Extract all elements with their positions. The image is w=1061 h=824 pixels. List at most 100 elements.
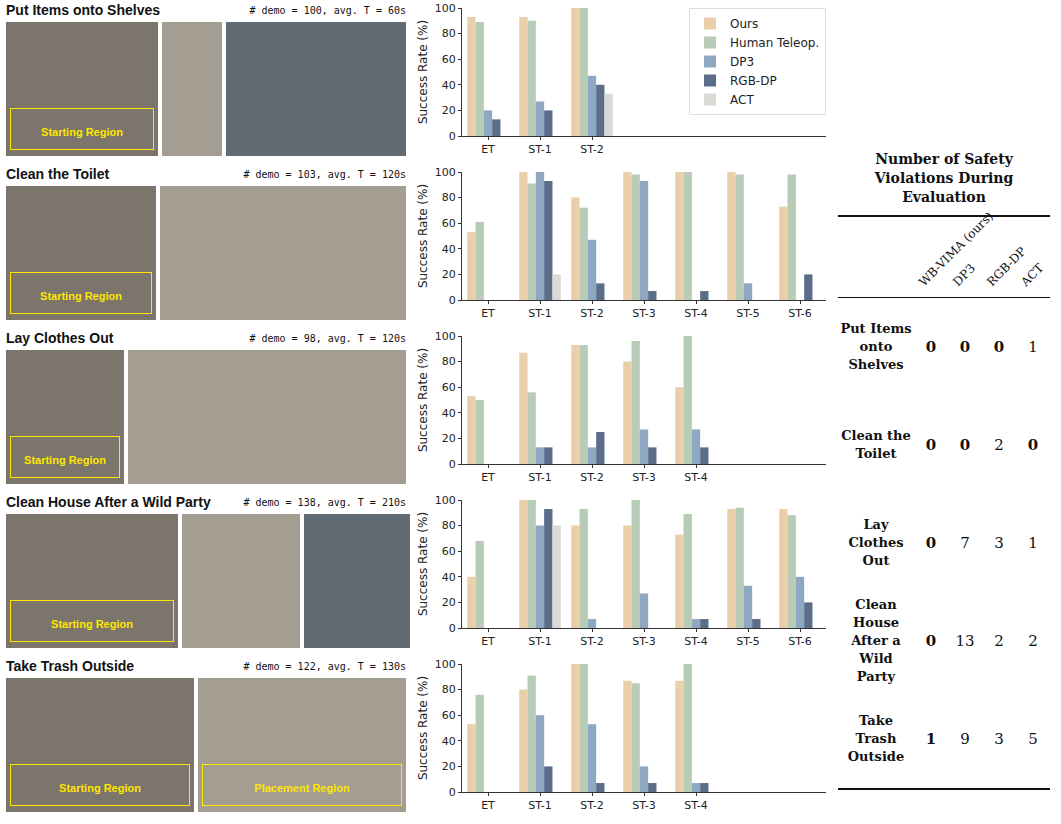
svg-text:ST-6: ST-6 (788, 635, 812, 648)
html-text:DP3: DP3 (950, 261, 978, 289)
svg-text:20: 20 (442, 268, 456, 281)
html-text:ACT: ACT (1018, 260, 1047, 289)
svg-text:ST-6: ST-6 (788, 307, 812, 320)
svg-text:60: 60 (442, 381, 456, 394)
svg-text:ET: ET (481, 471, 495, 484)
svg-text:ST-3: ST-3 (632, 307, 656, 320)
svg-text:ST-1: ST-1 (528, 799, 552, 812)
svg-text:80: 80 (442, 27, 456, 40)
html-text:# demo = 100, avg. T = 60s: # demo = 100, avg. T = 60s (249, 5, 406, 16)
svg-text:Success Rate (%): Success Rate (%) (416, 512, 430, 616)
html-text:Lay Clothes Out: Lay Clothes Out (6, 330, 114, 346)
html-text:# demo = 103, avg. T = 120s: # demo = 103, avg. T = 120s (243, 169, 406, 180)
svg-text:0: 0 (449, 786, 456, 799)
svg-text:60: 60 (442, 709, 456, 722)
svg-text:ST-4: ST-4 (684, 799, 708, 812)
svg-text:ST-1: ST-1 (528, 143, 552, 156)
svg-text:80: 80 (442, 683, 456, 696)
svg-text:40: 40 (442, 735, 456, 748)
html-text:Put Items onto Shelves: Put Items onto Shelves (840, 321, 912, 372)
html-text:Clean House After a Wild Party: Clean House After a Wild Party (851, 597, 901, 684)
svg-text:Success Rate (%): Success Rate (%) (416, 676, 430, 780)
html-text:0: 0 (925, 632, 937, 650)
svg-text:ST-3: ST-3 (632, 799, 656, 812)
html-text:0: 0 (925, 436, 937, 454)
html-text:Clean the Toilet: Clean the Toilet (6, 166, 110, 182)
svg-text:DP3: DP3 (730, 55, 754, 69)
svg-text:Human Teleop.: Human Teleop. (730, 36, 819, 50)
html-text:0: 0 (925, 534, 937, 552)
svg-text:40: 40 (442, 571, 456, 584)
svg-text:40: 40 (442, 407, 456, 420)
svg-text:0: 0 (449, 294, 456, 307)
html-text:Starting Region: Starting Region (41, 126, 123, 138)
svg-text:100: 100 (435, 166, 456, 179)
svg-text:ET: ET (481, 799, 495, 812)
html-text:1: 1 (925, 730, 937, 748)
svg-text:ACT: ACT (730, 93, 754, 107)
svg-text:Ours: Ours (730, 17, 758, 31)
svg-text:80: 80 (442, 355, 456, 368)
svg-text:80: 80 (442, 191, 456, 204)
html-text:Placement Region: Placement Region (254, 782, 350, 794)
html-text:Take Trash Outside: Take Trash Outside (847, 713, 905, 764)
svg-text:60: 60 (442, 545, 456, 558)
svg-text:ST-2: ST-2 (580, 307, 604, 320)
svg-text:100: 100 (435, 330, 456, 343)
svg-text:0: 0 (449, 458, 456, 471)
svg-text:100: 100 (435, 494, 456, 507)
svg-text:ST-2: ST-2 (580, 143, 604, 156)
svg-text:ET: ET (481, 307, 495, 320)
svg-text:ST-3: ST-3 (632, 471, 656, 484)
svg-text:80: 80 (442, 519, 456, 532)
svg-text:40: 40 (442, 79, 456, 92)
html-text:0: 0 (1027, 436, 1039, 454)
svg-text:ST-3: ST-3 (632, 635, 656, 648)
html-text:WB-VIMA (ours): WB-VIMA (ours) (916, 209, 996, 289)
svg-text:ST-2: ST-2 (580, 471, 604, 484)
html-text:0: 0 (993, 338, 1005, 356)
svg-text:Success Rate (%): Success Rate (%) (416, 20, 430, 124)
svg-text:20: 20 (442, 104, 456, 117)
svg-text:60: 60 (442, 217, 456, 230)
html-text:Clean House After a Wild Party: Clean House After a Wild Party (6, 494, 211, 510)
svg-text:40: 40 (442, 243, 456, 256)
svg-text:ET: ET (481, 635, 495, 648)
svg-text:ST-1: ST-1 (528, 635, 552, 648)
svg-text:100: 100 (435, 2, 456, 15)
html-text:0: 0 (959, 436, 971, 454)
html-text:Starting Region: Starting Region (51, 618, 133, 630)
html-text:0: 0 (959, 338, 971, 356)
svg-text:ST-4: ST-4 (684, 307, 708, 320)
html-text:Put Items onto Shelves: Put Items onto Shelves (6, 2, 160, 18)
svg-text:RGB-DP: RGB-DP (730, 74, 777, 88)
svg-text:20: 20 (442, 596, 456, 609)
svg-text:ST-1: ST-1 (528, 307, 552, 320)
svg-text:ET: ET (481, 143, 495, 156)
html-text:Starting Region: Starting Region (59, 782, 141, 794)
svg-text:ST-2: ST-2 (580, 635, 604, 648)
svg-text:ST-4: ST-4 (684, 635, 708, 648)
svg-text:ST-5: ST-5 (736, 307, 760, 320)
svg-text:0: 0 (449, 130, 456, 143)
svg-text:20: 20 (442, 760, 456, 773)
html-text:Lay Clothes Out: Lay Clothes Out (848, 517, 904, 568)
svg-text:ST-1: ST-1 (528, 471, 552, 484)
svg-text:0: 0 (449, 622, 456, 635)
svg-text:ST-4: ST-4 (684, 471, 708, 484)
html-text:Starting Region: Starting Region (24, 454, 106, 466)
svg-text:60: 60 (442, 53, 456, 66)
html-text:RGB-DP: RGB-DP (984, 244, 1029, 289)
html-text:Take Trash Outside: Take Trash Outside (6, 658, 135, 674)
html-text:Number of Safety Violations Du: Number of Safety Violations During Evalu… (874, 151, 1014, 205)
svg-text:ST-5: ST-5 (736, 635, 760, 648)
html-text:Starting Region: Starting Region (40, 290, 122, 302)
html-text:13: 13 (955, 632, 975, 650)
svg-text:ST-2: ST-2 (580, 799, 604, 812)
svg-text:Success Rate (%): Success Rate (%) (416, 184, 430, 288)
svg-text:100: 100 (435, 658, 456, 671)
svg-text:Success Rate (%): Success Rate (%) (416, 348, 430, 452)
html-text:Clean the Toilet: Clean the Toilet (841, 428, 911, 461)
svg-text:20: 20 (442, 432, 456, 445)
html-text:0: 0 (925, 338, 937, 356)
